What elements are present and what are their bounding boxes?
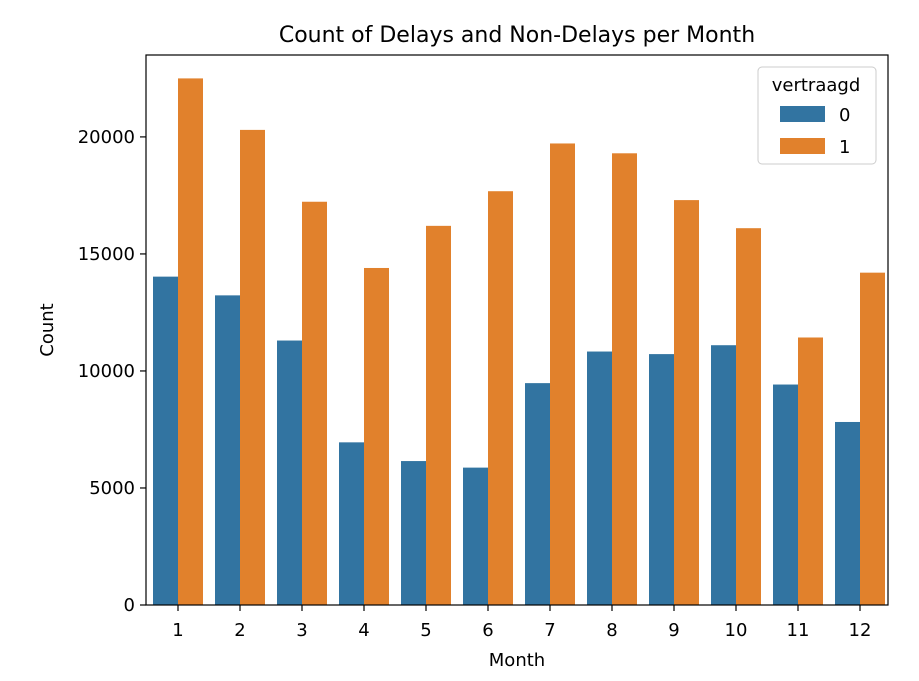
bar-series-1-month-12 (860, 272, 885, 605)
y-axis-ticks: 0 5000 10000 15000 20000 (78, 127, 146, 616)
bar-series-0-month-12 (835, 421, 860, 605)
bar-series-1-month-5 (426, 225, 451, 605)
axes (145, 54, 889, 606)
bar-series-1-month-7 (550, 143, 575, 605)
x-tick-label: 9 (668, 620, 679, 641)
bar-series-1-month-8 (612, 153, 637, 606)
legend-swatch-0 (780, 106, 825, 122)
x-tick-label: 7 (544, 620, 555, 641)
bar-series-1-month-11 (798, 337, 823, 605)
chart-title: Count of Delays and Non-Delays per Month (279, 23, 755, 48)
bar-series-1-month-1 (178, 78, 203, 606)
x-tick-label: 3 (296, 620, 307, 641)
x-tick-label: 2 (234, 620, 245, 641)
y-tick-label: 15000 (78, 244, 135, 265)
legend-label-1: 1 (839, 137, 850, 158)
bar-series-1-month-2 (240, 129, 265, 605)
bar-series-0-month-8 (587, 351, 612, 605)
y-axis-label: Count (37, 303, 58, 356)
bar-series-1-month-9 (674, 200, 699, 605)
plot-frame (145, 54, 889, 606)
x-tick-label: 12 (849, 620, 872, 641)
x-tick-label: 8 (606, 620, 617, 641)
y-tick-label: 10000 (78, 361, 135, 382)
bar-series-0-month-2 (215, 295, 240, 605)
legend-swatch-1 (780, 138, 825, 154)
x-tick-label: 1 (172, 620, 183, 641)
bar-series-1-month-10 (736, 228, 761, 606)
legend-items: 01 (780, 105, 850, 158)
bar-series-0-month-4 (339, 442, 364, 605)
bar-series-0-month-9 (649, 354, 674, 605)
bar-series-0-month-5 (401, 461, 426, 605)
bars (153, 78, 885, 606)
bar-series-0-month-3 (277, 340, 302, 605)
legend-label-0: 0 (839, 105, 850, 126)
x-axis-label: Month (489, 650, 545, 671)
x-tick-label: 4 (358, 620, 369, 641)
bar-series-0-month-11 (773, 384, 798, 605)
bar-series-1-month-6 (488, 191, 513, 605)
y-tick-label: 20000 (78, 127, 135, 148)
legend: vertraagd 01 (757, 66, 877, 165)
legend-title: vertraagd (772, 75, 861, 96)
bar-series-0-month-7 (525, 383, 550, 605)
x-axis-ticks: 1 2 3 4 5 6 7 8 9 10 11 12 (172, 605, 871, 641)
bar-series-1-month-3 (302, 201, 327, 605)
x-tick-label: 10 (725, 620, 748, 641)
x-tick-label: 11 (787, 620, 810, 641)
y-tick-label: 0 (124, 595, 135, 616)
bar-series-0-month-1 (153, 276, 178, 605)
bar-series-1-month-4 (364, 267, 389, 605)
y-tick-label: 5000 (89, 478, 135, 499)
bar-series-0-month-6 (463, 467, 488, 605)
bar-series-0-month-10 (711, 345, 736, 605)
x-tick-label: 5 (420, 620, 431, 641)
x-tick-label: 6 (482, 620, 493, 641)
